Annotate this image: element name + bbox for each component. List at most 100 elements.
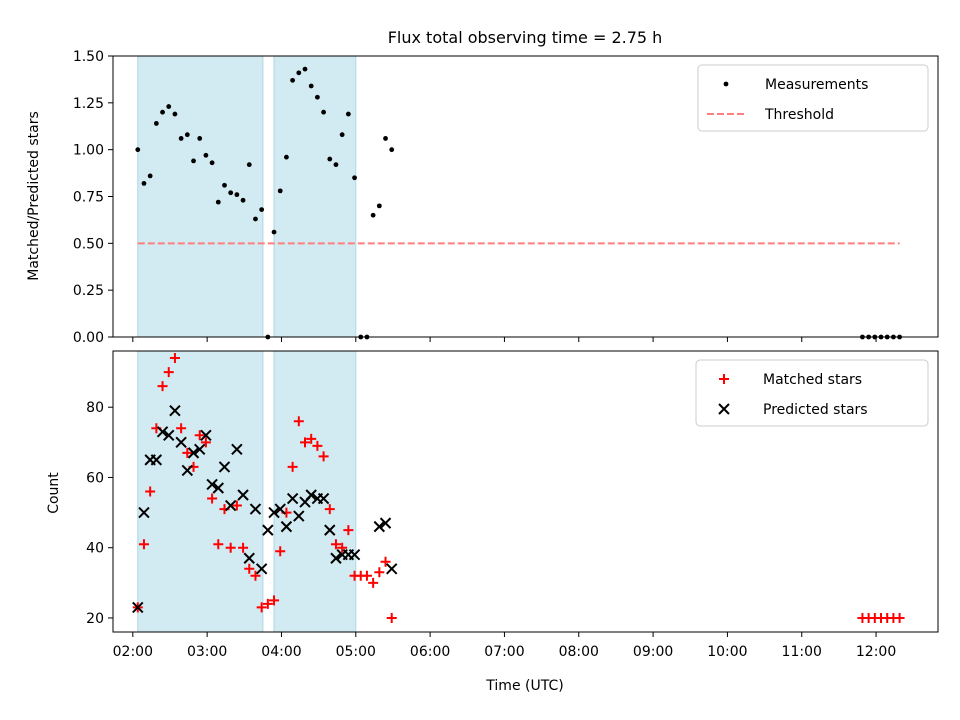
- matched-star-marker: [213, 539, 224, 550]
- measurement-point: [253, 216, 258, 222]
- matched-star-marker: [163, 367, 174, 378]
- matched-star-marker: [324, 504, 335, 515]
- y-tick-label: 80: [86, 400, 104, 416]
- y-tick-label: 20: [86, 611, 104, 627]
- matched-star-marker: [269, 595, 280, 606]
- y-tick-label: 0.50: [73, 236, 104, 252]
- predicted-star-marker: [150, 454, 163, 466]
- measurement-point: [389, 147, 395, 153]
- legend-label: Matched stars: [763, 372, 862, 388]
- measurement-point: [296, 70, 302, 76]
- x-tick-label: 02:00: [113, 644, 153, 660]
- matched-star-marker: [300, 437, 311, 448]
- matched-star-marker: [225, 542, 236, 553]
- x-tick-label: 10:00: [707, 644, 747, 660]
- predicted-star-marker: [187, 447, 200, 459]
- matched-star-marker: [330, 539, 341, 550]
- predicted-star-marker: [163, 429, 175, 442]
- predicted-star-marker: [262, 524, 274, 536]
- matched-star-marker: [361, 570, 372, 581]
- matched-star-marker: [306, 433, 317, 444]
- matched-star-marker: [244, 563, 255, 574]
- measurement-point: [376, 203, 382, 209]
- predicted-star-marker: [138, 506, 150, 519]
- predicted-star-marker: [206, 478, 218, 491]
- predicted-star-marker: [286, 492, 299, 505]
- y-tick-label: 40: [86, 541, 104, 557]
- matched-star-marker: [145, 486, 156, 497]
- observing-window-shade: [137, 55, 264, 338]
- x-tick-label: 03:00: [187, 644, 227, 660]
- measurement-point: [290, 77, 296, 83]
- predicted-star-marker: [231, 443, 243, 456]
- matched-star-marker: [287, 461, 298, 472]
- measurement-point: [160, 109, 165, 115]
- measurement-point: [333, 162, 339, 168]
- predicted-star-marker: [249, 503, 262, 515]
- matched-star-marker: [138, 539, 149, 550]
- matched-star-marker: [337, 542, 348, 553]
- legend-label: Threshold: [764, 107, 834, 123]
- x-tick-label: 08:00: [559, 644, 599, 660]
- observing-window-shade: [273, 55, 357, 338]
- predicted-star-marker: [175, 436, 187, 449]
- measurement-point: [222, 182, 227, 188]
- matched-star-marker: [169, 353, 180, 364]
- measurement-point: [215, 199, 221, 205]
- figure-title: Flux total observing time = 2.75 h: [388, 28, 663, 47]
- predicted-star-marker: [330, 552, 342, 564]
- x-tick-label: 04:00: [261, 644, 301, 660]
- predicted-star-marker: [218, 461, 231, 473]
- x-axis-label: Time (UTC): [485, 678, 563, 694]
- axes-frame: [112, 350, 939, 633]
- matched-star-marker: [343, 525, 354, 536]
- measurement-point: [234, 192, 240, 198]
- measurement-point: [284, 154, 289, 160]
- measurement-point: [339, 132, 345, 138]
- x-tick-label: 09:00: [633, 644, 673, 660]
- predicted-star-marker: [324, 524, 336, 536]
- measurement-point: [370, 212, 376, 218]
- measurement-point: [277, 188, 283, 194]
- measurement-point: [345, 111, 351, 117]
- predicted-star-marker: [194, 443, 206, 456]
- predicted-star-marker: [379, 517, 392, 529]
- measurement-point: [271, 229, 277, 235]
- x-tick-label: 12:00: [856, 644, 896, 660]
- measurement-point: [141, 180, 147, 186]
- legend-matched-swatch: [719, 374, 729, 384]
- predicted-star-marker: [132, 601, 144, 614]
- predicted-star-marker: [373, 520, 386, 533]
- predicted-star-marker: [268, 506, 280, 519]
- predicted-star-marker: [224, 499, 237, 512]
- matched-star-marker: [894, 612, 905, 623]
- measurement-point: [178, 136, 184, 141]
- predicted-star-marker: [386, 563, 398, 575]
- measurement-point: [228, 190, 234, 196]
- matched-star-marker: [262, 598, 273, 609]
- matched-star-marker: [157, 381, 168, 392]
- legend-frame: [697, 64, 929, 132]
- measurement-point: [191, 158, 196, 164]
- matched-star-marker: [275, 546, 286, 557]
- matched-star-marker: [207, 493, 218, 504]
- y-tick-label: 0.00: [73, 330, 104, 346]
- legend-label: Measurements: [765, 77, 868, 93]
- legend-predicted-swatch: [718, 403, 730, 415]
- predicted-star-marker: [243, 552, 255, 564]
- matched-star-marker: [231, 500, 242, 511]
- measurement-point: [302, 66, 308, 72]
- x-tick-label: 05:00: [336, 644, 376, 660]
- predicted-star-marker: [274, 503, 286, 515]
- x-tick-label: 11:00: [782, 644, 822, 660]
- y-tick-label: 1.25: [73, 96, 104, 112]
- predicted-star-marker: [255, 563, 268, 575]
- measurement-point: [352, 175, 357, 181]
- matched-star-marker: [368, 577, 379, 588]
- matched-star-marker: [293, 416, 304, 427]
- top-y-axis-label: Matched/Predicted stars: [26, 111, 42, 281]
- matched-star-marker: [200, 437, 211, 448]
- x-tick-label: 07:00: [484, 644, 524, 660]
- measurement-point: [209, 160, 215, 166]
